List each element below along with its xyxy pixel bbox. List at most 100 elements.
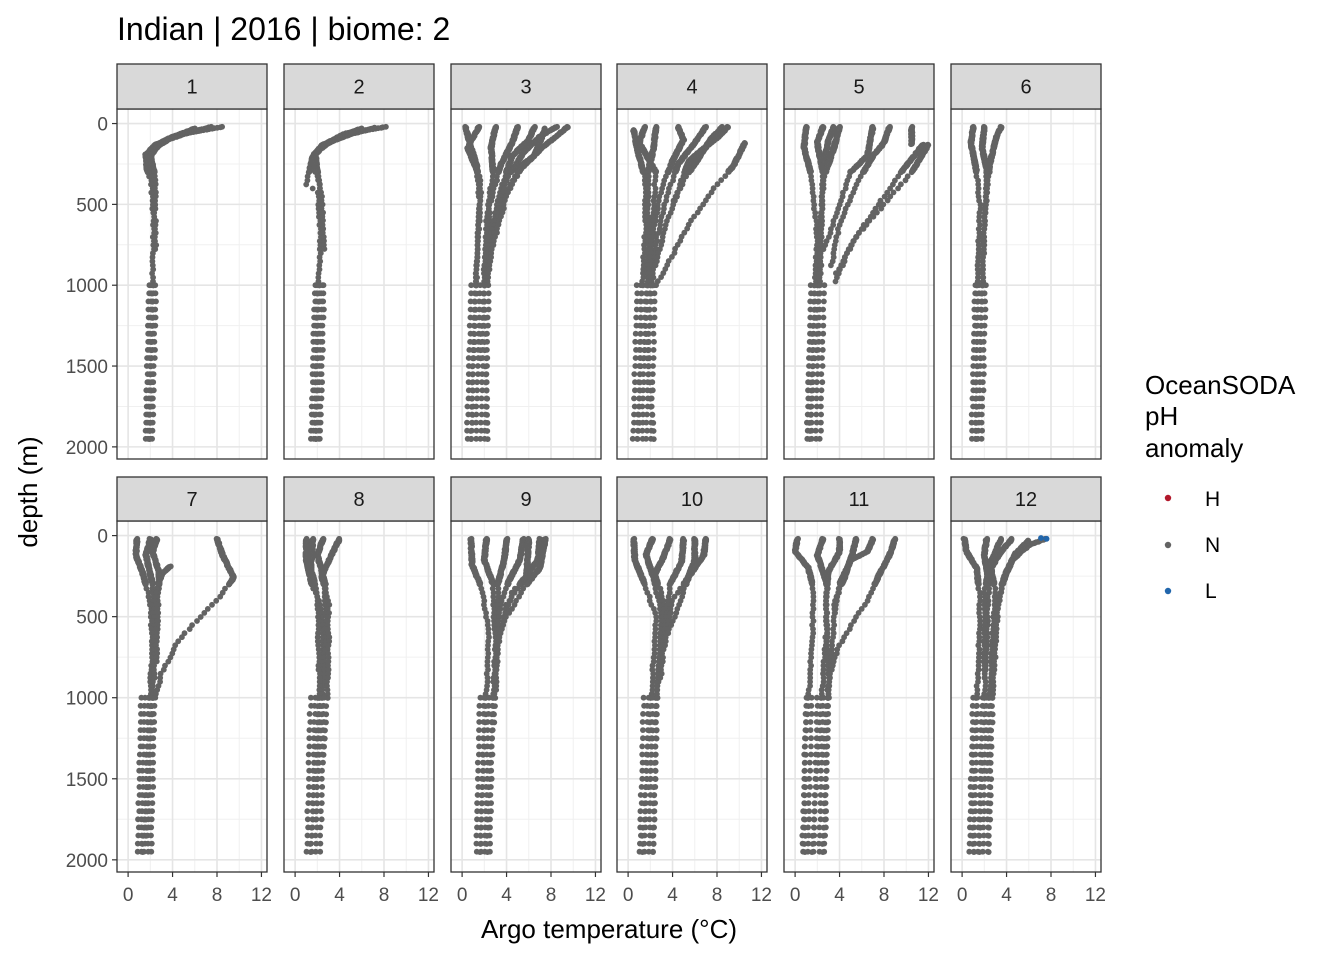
data-point [319,330,326,337]
data-point [642,298,648,305]
data-point [484,355,491,361]
data-point [320,290,327,297]
data-point [474,387,480,394]
data-point [484,347,490,353]
data-point [979,427,985,434]
data-point [649,371,656,377]
data-point [650,322,657,329]
data-point [484,314,491,321]
facet-panel-6: 6 [950,63,1102,460]
data-point [482,419,489,426]
data-point [981,322,988,329]
data-point [812,427,819,434]
data-point [652,262,659,269]
data-point [634,435,641,442]
data-point [482,427,488,434]
data-point [152,306,159,313]
data-point [651,298,658,305]
data-point [818,395,824,402]
data-point [485,306,492,313]
data-point [811,290,818,297]
data-point [309,185,316,192]
data-point [485,322,491,329]
data-point [648,395,655,402]
data-point [980,387,987,394]
facet-label: 3 [520,77,531,99]
data-point [317,185,323,192]
facet-strip [283,63,435,110]
data-point [488,246,495,253]
data-point [810,330,817,337]
data-point [484,330,490,337]
data-point [644,387,651,394]
data-point [149,435,156,442]
data-point [150,371,157,377]
data-point [648,403,655,410]
data-point [828,262,834,269]
data-point [818,371,825,377]
data-point [816,435,823,442]
data-point [810,338,817,345]
data-point [978,411,985,418]
data-point [152,193,159,200]
data-point [485,282,492,289]
data-point [979,403,986,410]
data-point [878,205,885,212]
data-point [478,395,485,402]
data-point [471,314,478,321]
data-point [895,185,901,192]
data-point [983,282,989,289]
data-point [318,363,325,369]
data-point [152,347,158,353]
data-point [821,282,828,289]
data-point [644,411,650,418]
facet-panel-5: 5 [783,63,935,460]
data-point [670,197,677,204]
data-point [485,298,492,305]
data-point [645,338,652,345]
data-point [476,298,483,305]
data-point [820,246,827,253]
data-point [152,234,158,240]
data-point [650,355,657,361]
data-point [815,298,822,305]
data-point [645,347,652,353]
data-point [634,419,641,426]
data-point [649,387,656,394]
facet-panel-4: 4 [616,63,768,460]
data-point [150,387,157,394]
data-point [818,411,824,418]
data-point [819,355,825,361]
data-point [317,197,324,204]
data-point [820,330,827,337]
y-tick-label: 1500 [66,357,108,378]
data-point [319,379,325,386]
data-point [820,322,827,329]
data-point [645,330,652,337]
data-point [814,363,821,369]
data-point [820,306,826,313]
data-point [319,355,325,361]
data-point [980,338,987,345]
data-point [819,379,826,386]
data-point [150,363,157,369]
data-point [321,238,327,244]
data-point [818,403,824,410]
data-point [640,371,647,377]
data-point [151,209,158,216]
data-point [153,298,159,305]
data-point [318,411,324,418]
data-point [651,290,658,297]
chart-title: Indian | 2016 | biome: 2 [117,11,450,47]
data-point [651,314,658,321]
data-point [151,169,158,175]
data-point [641,314,648,321]
data-point [631,395,637,402]
data-point [902,177,909,184]
data-point [475,363,481,369]
facet-panel-3: 3 [450,63,602,460]
data-point [471,290,478,297]
data-point [484,338,490,345]
data-point [319,338,326,345]
